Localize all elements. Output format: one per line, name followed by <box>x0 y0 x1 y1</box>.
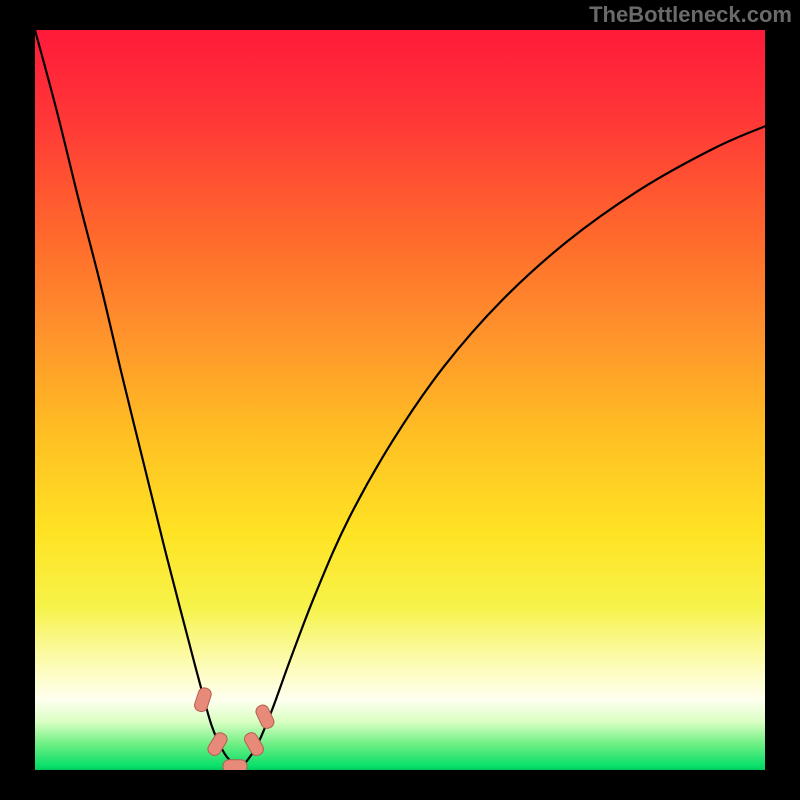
curve-marker <box>193 686 213 713</box>
plot-svg <box>35 30 765 770</box>
curve-marker <box>223 760 247 770</box>
chart-frame: TheBottleneck.com <box>0 0 800 800</box>
plot-area <box>35 30 765 770</box>
curve-left <box>35 30 239 768</box>
watermark-text: TheBottleneck.com <box>589 2 792 28</box>
curve-right <box>239 126 765 768</box>
